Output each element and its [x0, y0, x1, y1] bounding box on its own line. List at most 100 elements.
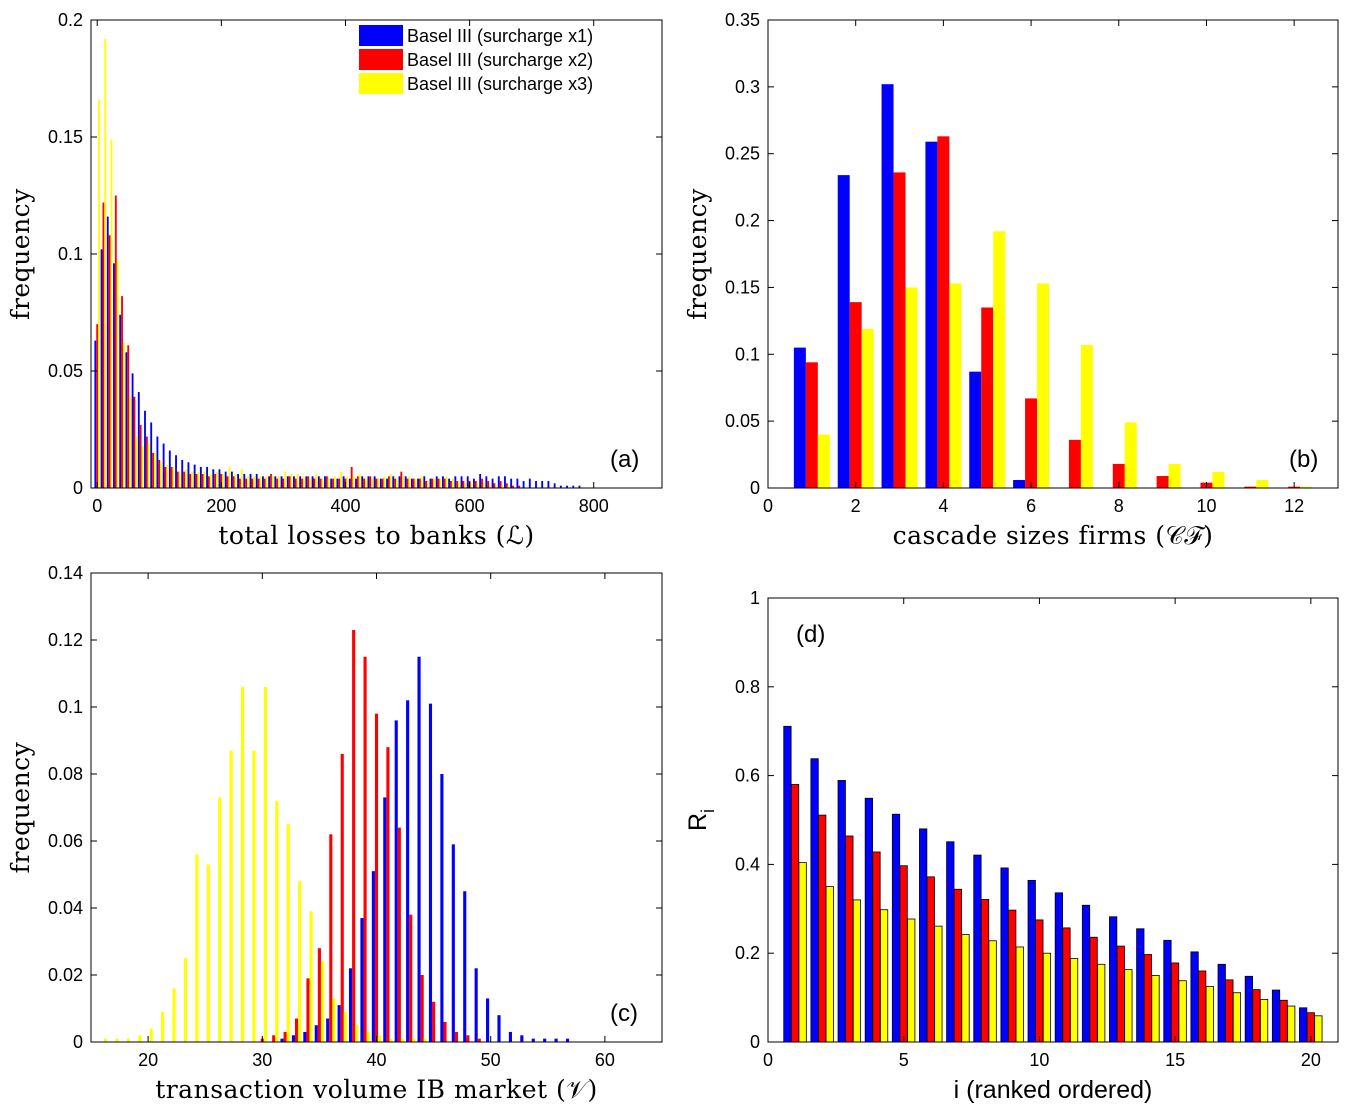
bar-a-s2-390 — [338, 478, 341, 488]
bar-c-s3-43 — [412, 1038, 416, 1042]
bar-b-s3-1 — [817, 434, 830, 488]
bar-c-s3-22 — [172, 988, 176, 1042]
bar-b-s1-2 — [837, 175, 850, 489]
bar-a-s3-560 — [445, 476, 448, 488]
bar-a-s3-490 — [402, 476, 405, 488]
bar-a-s1-540 — [429, 478, 432, 488]
bar-a-s1-330 — [299, 476, 302, 488]
panel-d-axes-box — [767, 597, 1339, 1043]
ytick-label: 0.2 — [735, 943, 760, 963]
bar-c-s3-31 — [275, 800, 279, 1042]
panel-d-letter: (d) — [796, 621, 825, 648]
bar-a-s2-530 — [425, 480, 428, 488]
bar-b-s1-5 — [969, 371, 982, 488]
bar-d-s2-12 — [1089, 936, 1098, 1043]
bar-a-s1-110 — [162, 443, 165, 488]
bar-a-s1-730 — [547, 480, 550, 488]
bar-a-s1-570 — [448, 478, 451, 488]
ytick-label: 0.35 — [725, 10, 760, 30]
bar-c-s2-44 — [420, 975, 424, 1042]
bar-a-s2-360 — [319, 478, 322, 488]
bar-a-s2-520 — [419, 478, 421, 488]
bar-a-s1-710 — [535, 480, 537, 488]
legend-swatch-2 — [359, 49, 403, 70]
bar-a-s2-430 — [363, 478, 366, 488]
bar-a-s1-270 — [261, 476, 264, 488]
bar-d-s1-5 — [891, 813, 901, 1043]
xtick-label: 12 — [1284, 496, 1304, 516]
bar-d-s2-17 — [1225, 979, 1234, 1043]
bar-b-s3-8 — [1124, 422, 1137, 488]
bar-a-s2-500 — [406, 478, 409, 488]
bar-a-s2-190 — [214, 473, 217, 488]
bar-d-s1-18 — [1244, 975, 1253, 1043]
bar-a-s3-90 — [154, 452, 156, 488]
bar-a-s3-330 — [302, 476, 305, 488]
bar-a-s3-510 — [414, 478, 417, 488]
bar-a-s1-70 — [137, 392, 140, 488]
bar-c-s2-46 — [443, 1021, 447, 1042]
bar-d-s1-3 — [837, 780, 846, 1043]
xtick-label: 15 — [1165, 1050, 1185, 1070]
xtick-label: 0 — [763, 1050, 773, 1070]
bar-a-s1-190 — [212, 469, 215, 488]
ytick-label: 0.05 — [48, 361, 83, 381]
bar-c-s1-55 — [543, 1038, 547, 1042]
xtick-label: 10 — [1029, 1050, 1049, 1070]
bar-d-s3-16 — [1205, 986, 1214, 1043]
bar-a-s1-390 — [336, 478, 339, 488]
xtick-label: 5 — [899, 1050, 909, 1070]
bar-a-s3-230 — [240, 469, 243, 488]
bar-a-s3-570 — [451, 478, 454, 488]
bar-a-s3-40 — [122, 342, 125, 488]
bar-c-s2-36 — [329, 834, 333, 1042]
bar-a-s1-300 — [280, 476, 283, 488]
bar-c-s1-36 — [326, 1018, 330, 1042]
bar-b-s2-2 — [849, 302, 862, 488]
panel-d-ylabel: Ri — [684, 809, 718, 831]
bar-a-s3-500 — [408, 476, 411, 488]
xtick-label: 10 — [1196, 496, 1216, 516]
bar-a-s3-400 — [346, 476, 349, 488]
panel-b-xlabel: cascade sizes firms (𝒞ℱ) — [893, 521, 1214, 550]
panel-d-xlabel: i (ranked ordered) — [954, 1076, 1153, 1104]
bar-c-s1-49 — [474, 968, 478, 1042]
bar-a-s2-620 — [481, 478, 483, 488]
ytick-label: 0.04 — [48, 898, 83, 918]
bar-a-s1-130 — [175, 455, 177, 488]
bar-a-s2-280 — [270, 473, 272, 488]
bar-a-s3-140 — [185, 469, 187, 488]
bar-d-s1-8 — [973, 854, 982, 1043]
bar-b-s3-7 — [1080, 344, 1093, 488]
bar-a-s3-520 — [420, 476, 423, 488]
bar-a-s1-410 — [348, 478, 351, 488]
bar-a-s3-20 — [110, 139, 113, 488]
legend-label-1: Basel III (surcharge x1) — [407, 26, 593, 46]
bar-a-s1-740 — [553, 483, 556, 488]
bar-a-s2-350 — [313, 478, 316, 488]
bar-a-s1-50 — [125, 352, 128, 488]
bar-d-s3-5 — [907, 918, 916, 1043]
panel-a-bars — [94, 38, 581, 488]
panel-b-letter: (b) — [1289, 446, 1318, 473]
bar-a-s1-610 — [473, 478, 475, 488]
xtick-label: 200 — [206, 496, 236, 516]
ytick-label: 0.1 — [735, 344, 760, 364]
bar-a-s1-680 — [516, 478, 519, 488]
bar-d-s2-3 — [845, 835, 854, 1043]
bar-a-s2-320 — [294, 478, 297, 488]
bar-a-s1-720 — [541, 480, 544, 488]
bar-c-s1-47 — [451, 844, 455, 1042]
bar-c-s1-35 — [314, 1025, 318, 1042]
xtick-label: 600 — [455, 496, 485, 516]
bar-a-s2-170 — [201, 473, 204, 488]
bar-d-s3-6 — [934, 925, 943, 1043]
bar-a-s2-540 — [431, 478, 434, 488]
bar-d-s2-2 — [818, 814, 827, 1043]
xtick-label: 50 — [481, 1050, 501, 1070]
bar-a-s1-140 — [181, 459, 184, 488]
panel-a-ylabel: frequency — [6, 188, 35, 320]
bar-a-s1-380 — [330, 478, 333, 488]
ytick-label: 0.25 — [725, 144, 760, 164]
bar-a-s1-290 — [274, 476, 277, 488]
